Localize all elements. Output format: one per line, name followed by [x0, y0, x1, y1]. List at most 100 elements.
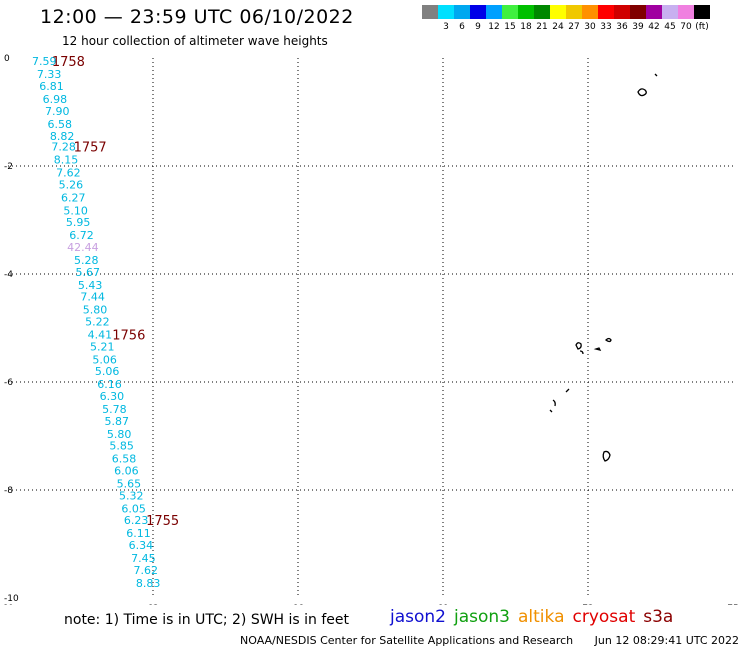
wave-height-label: 6.23 [124, 514, 149, 527]
wave-height-label: 6.05 [121, 502, 146, 515]
wave-height-label: 8.82 [50, 130, 75, 143]
map-title: 12:00 — 23:59 UTC 06/10/2022 [40, 6, 354, 28]
colorbar-label: 39 [632, 22, 644, 32]
pass-time-label: 1756 [112, 328, 145, 343]
wave-height-label: 6.98 [43, 93, 68, 106]
latitude-tick-label: -6 [4, 378, 13, 388]
coastline [593, 337, 612, 351]
colorbar-swatch [678, 5, 694, 19]
wave-height-label: 5.43 [78, 279, 103, 292]
colorbar-swatch [662, 5, 678, 19]
wave-height-label: 7.59 [32, 55, 57, 68]
wave-height-label: 5.26 [59, 178, 84, 191]
wave-height-label: 6.16 [97, 378, 122, 391]
wave-height-label: 8.83 [136, 577, 161, 590]
coastline [549, 388, 570, 413]
wave-height-label: 5.85 [109, 440, 134, 453]
wave-height-label: 6.30 [100, 390, 125, 403]
colorbar-label: 18 [520, 22, 532, 32]
credit-text: NOAA/NESDIS Center for Satellite Applica… [240, 634, 574, 647]
colorbar-label: 70 [680, 22, 692, 32]
pass-time-label: 1758 [52, 55, 85, 70]
pass-time-label: 1755 [146, 514, 179, 529]
legend-entry: s3a [643, 607, 674, 627]
wave-height-label: 42.44 [67, 241, 99, 254]
colorbar-swatch [454, 5, 470, 19]
wave-height-label: 6.58 [47, 118, 72, 131]
colorbar-label: 9 [475, 22, 481, 32]
wave-height-label: 6.27 [61, 191, 86, 204]
colorbar-swatch [486, 5, 502, 19]
colorbar-swatch [614, 5, 630, 19]
generated-timestamp: Jun 12 08:29:41 UTC 2022 [594, 634, 740, 647]
wave-height-label: 4.41 [88, 328, 113, 341]
colorbar-label: 42 [648, 22, 660, 32]
wave-height-map: 60 63 66 69 72 75 0 -2 -4 -6 -8 -10 7.597.336.816.98… [2, 54, 738, 605]
colorbar-swatch [438, 5, 454, 19]
colorbar-swatch [534, 5, 550, 19]
footer-note: note: 1) Time is in UTC; 2) SWH is in fe… [64, 612, 350, 628]
wave-height-label: 5.65 [117, 478, 142, 491]
latitude-tick-label: -2 [4, 162, 13, 172]
colorbar-swatch [598, 5, 614, 19]
colorbar-label: 6 [459, 22, 465, 32]
colorbar-swatch [422, 5, 438, 19]
wave-height-label: 5.28 [74, 254, 99, 267]
colorbar-label: 3 [443, 22, 449, 32]
colorbar-swatch [582, 5, 598, 19]
longitude-tick-label: 60 [2, 604, 14, 605]
colorbar-label: 27 [568, 22, 580, 32]
legend-entry: jason2 [390, 607, 446, 627]
map-subtitle: 12 hour collection of altimeter wave hei… [62, 34, 328, 48]
wave-height-label: 5.06 [92, 353, 117, 366]
colorbar-label: 12 [488, 22, 500, 32]
wave-height-label: 7.33 [37, 68, 62, 81]
credits: NOAA/NESDIS Center for Satellite Applica… [240, 634, 739, 647]
colorbar-label: 21 [536, 22, 548, 32]
wave-height-label: 6.11 [126, 527, 151, 540]
colorbar-label: 24 [552, 22, 564, 32]
wave-height-label: 5.32 [119, 489, 144, 502]
colorbar-label: 15 [504, 22, 516, 32]
wave-height-label: 5.06 [95, 365, 120, 378]
coastline [654, 73, 658, 77]
longitude-tick-label: 66 [292, 604, 304, 605]
colorbar-label: 30 [584, 22, 596, 32]
latitude-tick-label: -8 [4, 486, 13, 496]
wave-height-label: 7.62 [56, 166, 81, 179]
wave-height-label: 7.62 [134, 564, 159, 577]
colorbar-swatch [550, 5, 566, 19]
legend-entry: cryosat [572, 607, 636, 627]
pass-time-label: 1757 [74, 141, 107, 156]
longitude-tick-label: 69 [437, 604, 449, 605]
wave-height-label: 7.90 [45, 105, 70, 118]
wave-height-label: 6.06 [114, 465, 139, 478]
longitude-tick-label: 63 [147, 604, 158, 605]
coastline [602, 450, 611, 462]
wave-height-label: 5.80 [83, 304, 108, 317]
wave-height-label: 6.34 [129, 539, 154, 552]
colorbar-label: 45 [664, 22, 676, 32]
coastline [637, 88, 647, 97]
satellite-legend: jason2 jason3 altika cryosat s3a [390, 607, 681, 627]
longitude-tick-label: 72 [582, 604, 593, 605]
legend-entry: jason3 [454, 607, 510, 627]
colorbar-label: 33 [600, 22, 612, 32]
colorbar-swatch [630, 5, 646, 19]
latitude-tick-label: -4 [4, 270, 13, 280]
latitude-tick-label: -10 [4, 594, 19, 604]
wave-height-label: 7.45 [131, 552, 156, 565]
wave-height-label: 5.95 [66, 216, 91, 229]
wave-height-label: 8.15 [54, 154, 79, 167]
colorbar-swatch [566, 5, 582, 19]
legend-entry: altika [518, 607, 565, 627]
wave-height-label: 6.58 [112, 453, 137, 466]
wave-height-label: 5.80 [107, 428, 132, 441]
colorbar-swatch [694, 5, 710, 19]
wave-height-label: 6.72 [69, 229, 94, 242]
wave-height-label: 5.10 [63, 204, 88, 217]
colorbar-swatch [502, 5, 518, 19]
wave-height-label: 5.87 [105, 415, 130, 428]
wave-height-label: 6.81 [39, 80, 64, 93]
colorbar-swatch [470, 5, 486, 19]
